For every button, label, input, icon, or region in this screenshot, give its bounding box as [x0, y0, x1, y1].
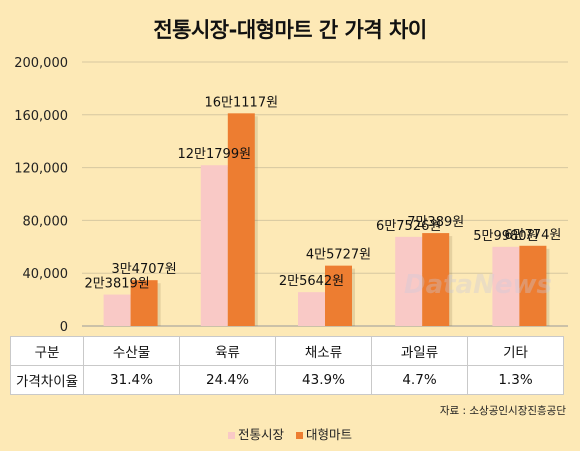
legend-swatch — [295, 432, 303, 439]
bar — [103, 294, 131, 326]
table-category: 육류 — [179, 336, 276, 366]
data-label: 4만5727원 — [306, 248, 371, 263]
legend: 전통시장 대형마트 — [0, 424, 580, 443]
table-category: 수산물 — [83, 336, 180, 366]
chart-title: 전통시장-대형마트 간 가격 차이 — [153, 18, 427, 42]
watermark: DataNews — [404, 270, 552, 300]
bar — [325, 265, 352, 326]
y-tick-label: 80,000 — [23, 214, 69, 229]
bar — [227, 113, 255, 326]
table-value: 4.7% — [371, 365, 468, 395]
table-header-row: 구분 수산물 육류 채소류 과일류 기타 — [10, 336, 564, 366]
y-tick-label: 200,000 — [14, 56, 68, 71]
legend-label: 대형마트 — [305, 427, 352, 442]
table-category: 채소류 — [275, 336, 372, 366]
bar — [395, 236, 423, 326]
bar — [298, 292, 325, 326]
y-tick-label: 120,000 — [14, 162, 68, 177]
data-label: 6만7526원 — [376, 219, 441, 234]
table-header-label: 구분 — [10, 336, 84, 366]
y-tick-label: 40,000 — [23, 267, 69, 282]
table-value: 43.9% — [275, 365, 372, 395]
legend-item: 대형마트 — [295, 424, 352, 443]
table-value: 1.3% — [467, 365, 564, 395]
y-tick-label: 160,000 — [14, 109, 68, 124]
y-tick-label: 0 — [60, 320, 68, 335]
difference-rate-table: 구분 수산물 육류 채소류 과일류 기타 가격차이율 31.4% 24.4% 4… — [10, 336, 564, 395]
data-label: 2만3819원 — [84, 277, 149, 292]
source-note: 자료 : 소상공인시장진흥공단 — [439, 405, 566, 417]
table-category: 과일류 — [371, 336, 468, 366]
data-label: 16만1117원 — [205, 95, 279, 110]
bar — [130, 280, 158, 326]
data-label: 12만1799원 — [178, 147, 252, 162]
bar — [422, 233, 450, 326]
legend-label: 전통시장 — [237, 427, 284, 442]
table-row-label: 가격차이율 — [10, 365, 84, 395]
table-row: 가격차이율 31.4% 24.4% 43.9% 4.7% 1.3% — [10, 365, 564, 395]
bar — [519, 245, 547, 326]
data-label: 6만774원 — [504, 228, 561, 243]
bars — [103, 113, 550, 326]
legend-item: 전통시장 — [227, 424, 284, 443]
table-category: 기타 — [467, 336, 564, 366]
data-label: 2만5642원 — [279, 274, 344, 289]
bar-chart: 0 40,000 80,000 120,000 160,000 200,000 2만381… — [14, 56, 568, 335]
data-label: 7만389원 — [407, 215, 464, 230]
bar — [200, 165, 228, 326]
y-axis-tick-labels: 0 40,000 80,000 120,000 160,000 200,000 — [14, 56, 68, 335]
table-value: 24.4% — [179, 365, 276, 395]
bar — [492, 246, 520, 326]
data-label: 5만9980원 — [473, 229, 538, 244]
legend-swatch — [227, 432, 235, 439]
data-label: 3만4707원 — [111, 262, 176, 277]
table-value: 31.4% — [83, 365, 180, 395]
